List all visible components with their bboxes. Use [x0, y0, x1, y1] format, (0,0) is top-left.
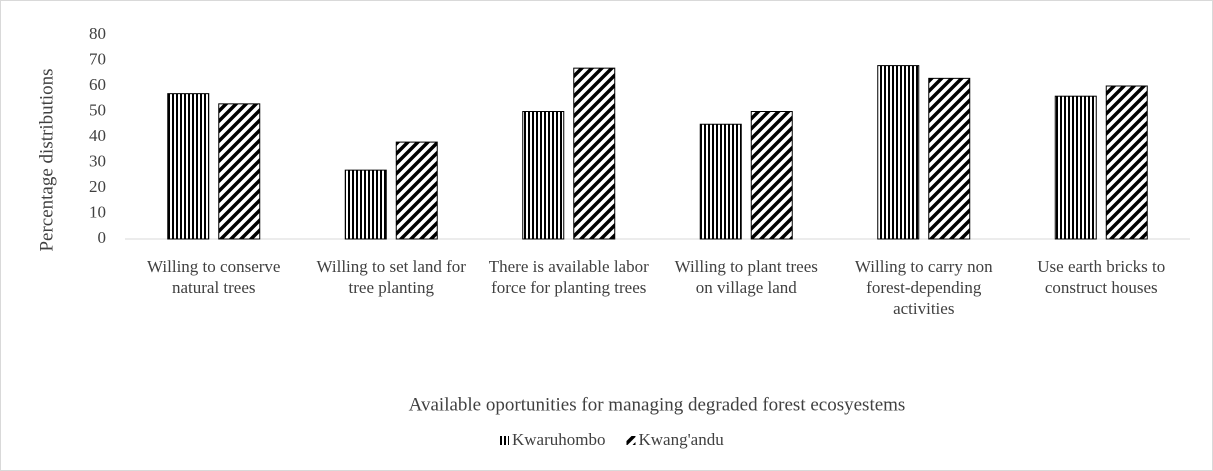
y-tick-label: 80	[89, 24, 106, 43]
legend-label: Kwang'andu	[638, 430, 724, 449]
x-tick-label: Use earth bricks to construct houses	[1037, 257, 1166, 297]
y-tick-label: 70	[89, 49, 106, 68]
y-tick-label: 10	[89, 202, 106, 221]
bar	[1054, 95, 1097, 240]
bar	[699, 123, 742, 240]
x-tick-label: Willing to carry non forest-depending ac…	[854, 257, 993, 318]
bar	[218, 103, 261, 240]
bar	[522, 111, 565, 240]
bar	[395, 141, 438, 240]
legend-swatch	[500, 436, 509, 445]
x-tick-label: Willing to conserve natural trees	[147, 257, 281, 297]
bar	[877, 65, 920, 240]
x-tick-label: Willing to set land for tree planting	[316, 257, 466, 297]
x-tick-label: There is available labor force for plant…	[488, 257, 649, 297]
y-tick-label: 60	[89, 75, 106, 94]
bar	[573, 67, 616, 240]
x-tick-label: Willing to plant trees on village land	[674, 257, 818, 297]
y-tick-label: 40	[89, 126, 106, 145]
bar	[344, 169, 387, 240]
legend-swatch	[626, 436, 636, 445]
y-tick-label: 30	[89, 151, 106, 170]
y-axis-label: Percentage distributions	[36, 68, 57, 251]
x-axis-label: Available oportunities for managing degr…	[409, 394, 906, 415]
bar	[167, 93, 210, 240]
bar	[750, 111, 793, 240]
bar	[928, 77, 971, 240]
y-tick-label: 0	[98, 228, 107, 247]
y-tick-label: 20	[89, 177, 106, 196]
bar	[1105, 85, 1148, 240]
legend-label: Kwaruhombo	[512, 430, 605, 449]
y-tick-label: 50	[89, 100, 106, 119]
